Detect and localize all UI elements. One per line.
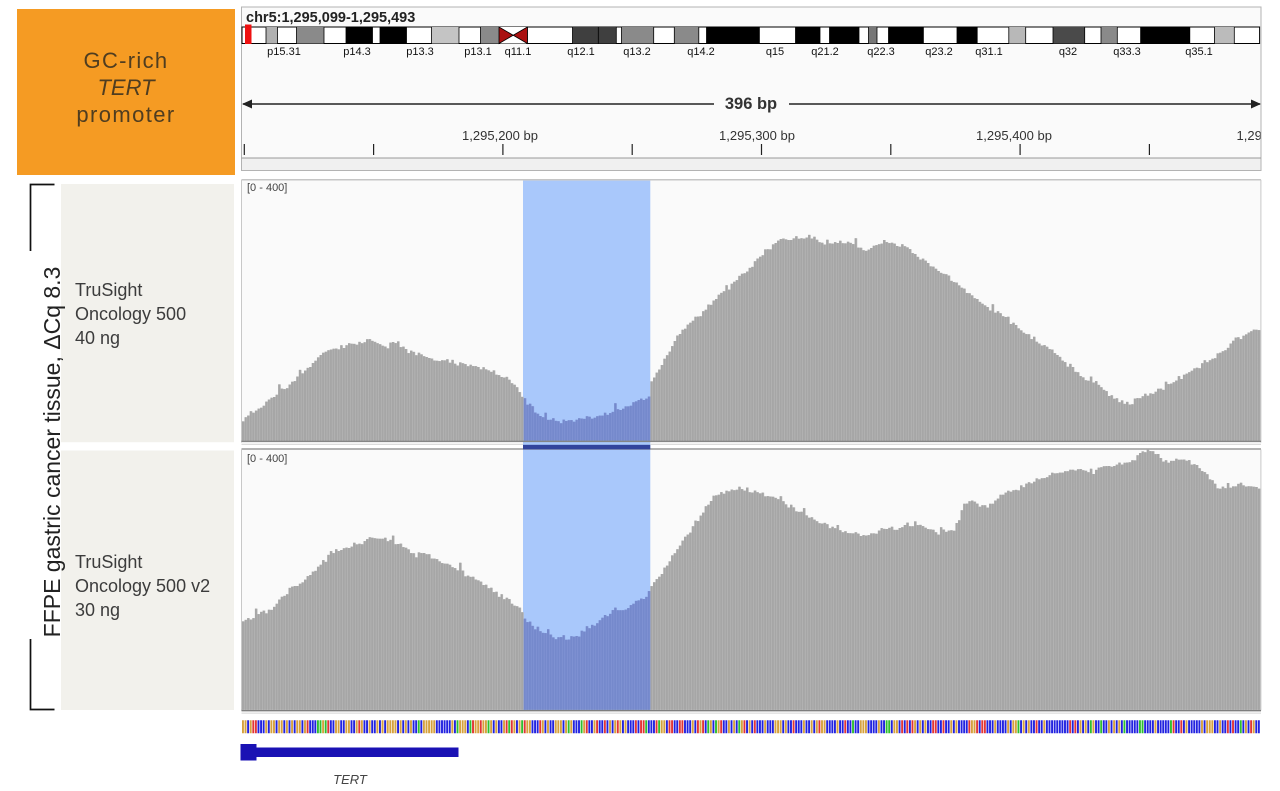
svg-text:chr5:1,295,099-1,295,493: chr5:1,295,099-1,295,493 (246, 10, 415, 26)
svg-text:[0 - 400]: [0 - 400] (247, 182, 287, 194)
svg-text:30 ng: 30 ng (75, 600, 120, 620)
svg-text:p15.31: p15.31 (267, 46, 301, 58)
svg-text:p13.1: p13.1 (464, 46, 492, 58)
svg-text:q32: q32 (1059, 46, 1077, 58)
svg-text:promoter: promoter (76, 102, 175, 127)
svg-text:GC-rich: GC-rich (84, 48, 169, 73)
svg-text:q13.2: q13.2 (623, 46, 651, 58)
svg-text:396 bp: 396 bp (725, 95, 777, 113)
svg-text:q11.1: q11.1 (505, 46, 532, 58)
svg-text:q23.2: q23.2 (925, 46, 953, 58)
svg-text:p14.3: p14.3 (343, 46, 371, 58)
svg-text:40 ng: 40 ng (75, 328, 120, 348)
svg-text:TruSight: TruSight (75, 280, 142, 300)
svg-text:q15: q15 (766, 46, 784, 58)
svg-text:1,29: 1,29 (1237, 128, 1262, 143)
svg-text:1,295,300 bp: 1,295,300 bp (719, 128, 795, 143)
svg-text:q31.1: q31.1 (975, 46, 1003, 58)
svg-text:q35.1: q35.1 (1185, 46, 1213, 58)
svg-text:q12.1: q12.1 (567, 46, 595, 58)
svg-text:Oncology 500 v2: Oncology 500 v2 (75, 576, 210, 596)
svg-text:q14.2: q14.2 (687, 46, 715, 58)
svg-text:q33.3: q33.3 (1113, 46, 1141, 58)
svg-text:1,295,200 bp: 1,295,200 bp (462, 128, 538, 143)
svg-text:p13.3: p13.3 (406, 46, 434, 58)
svg-text:q22.3: q22.3 (867, 46, 895, 58)
svg-text:1,295,400 bp: 1,295,400 bp (976, 128, 1052, 143)
svg-text:TERT: TERT (333, 772, 368, 787)
svg-text:TERT: TERT (97, 75, 156, 100)
svg-text:Oncology 500: Oncology 500 (75, 304, 186, 324)
svg-text:q21.2: q21.2 (811, 46, 839, 58)
svg-text:[0 - 400]: [0 - 400] (247, 453, 287, 465)
svg-text:TruSight: TruSight (75, 552, 142, 572)
svg-text:FFPE gastric cancer tissue, ΔC: FFPE gastric cancer tissue, ΔCq 8.3 (39, 267, 65, 638)
